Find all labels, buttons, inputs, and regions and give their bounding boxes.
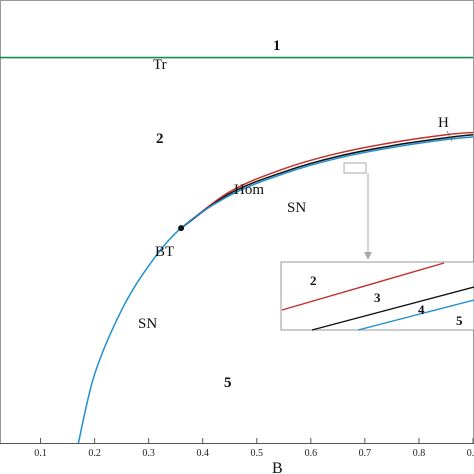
plot-frame	[0, 0, 474, 444]
curve-label-BT: BT	[155, 244, 174, 260]
curve-label-Hom: Hom	[234, 182, 264, 198]
x-ticks: 0.1 0.2 0.3 0.4 0.5 0.6 0.7 0.8 0.9	[34, 438, 474, 459]
inset-region-5: 5	[456, 313, 463, 328]
inset-region-3: 3	[374, 290, 381, 305]
region-label-2: 2	[156, 131, 164, 147]
point-bt	[178, 225, 185, 232]
x-tick-label: 0.2	[88, 448, 101, 459]
x-tick-label: 0.9	[467, 448, 474, 459]
x-tick-label: 0.3	[142, 448, 155, 459]
inset-line-Hom	[311, 286, 474, 331]
series-h-curve	[180, 131, 474, 229]
inset-region-4: 4	[418, 302, 425, 317]
region-label-1: 1	[273, 38, 281, 54]
inset-region-2: 2	[310, 273, 317, 288]
inset: 2 3 4 5	[280, 261, 474, 331]
curve-label-SN-lower: SN	[138, 316, 157, 332]
curve-label-Tr: Tr	[153, 57, 167, 73]
series-hom-curve	[180, 133, 474, 229]
curve-label-H: H	[438, 115, 449, 131]
x-tick-label: 0.6	[305, 448, 318, 459]
x-tick-label: 0.1	[34, 448, 47, 459]
x-tick-label: 0.5	[251, 448, 264, 459]
x-tick-label: 0.4	[196, 448, 209, 459]
curve-label-SN-upper: SN	[287, 200, 306, 216]
x-axis-label: B	[272, 460, 283, 474]
x-tick-label: 0.8	[413, 448, 426, 459]
curve-label-H-pointer	[446, 130, 453, 142]
series-sn-curve	[77, 136, 474, 444]
inset-line-SN	[357, 299, 474, 331]
zoom-arrow-head	[364, 252, 372, 260]
x-tick-label: 0.7	[359, 448, 372, 459]
inset-line-H	[281, 262, 445, 311]
zoom-box	[343, 162, 367, 174]
region-label-5: 5	[224, 375, 232, 391]
curves	[0, 56, 474, 444]
